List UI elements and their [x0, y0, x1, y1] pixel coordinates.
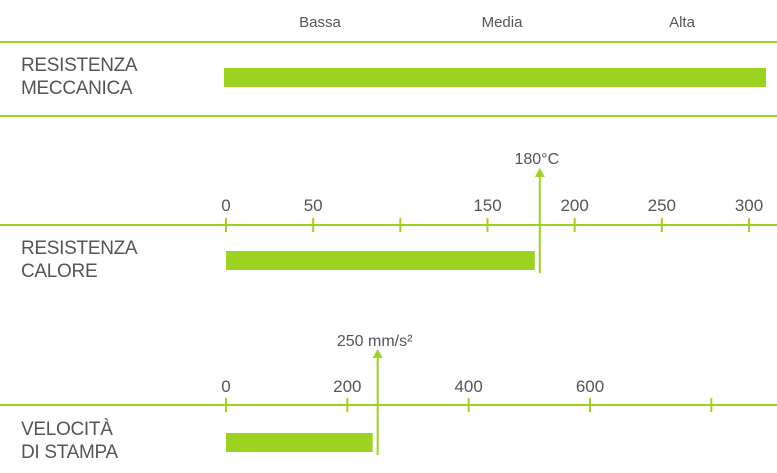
speed-tick-2 — [468, 398, 470, 412]
speed-marker-label: 250 mm/s² — [337, 333, 413, 350]
speed-axis-line — [0, 404, 777, 406]
speed-tick-4 — [710, 398, 712, 412]
speed-value-bar — [226, 433, 373, 452]
speed-tick-label-3: 600 — [576, 377, 604, 396]
speed-marker-arrowhead — [373, 349, 383, 358]
speed-tick-1 — [346, 398, 348, 412]
speed-tick-3 — [589, 398, 591, 412]
speed-tick-0 — [225, 398, 227, 412]
speed-tick-label-0: 0 — [221, 377, 230, 396]
speed-tick-label-2: 400 — [454, 377, 482, 396]
speed-tick-label-1: 200 — [333, 377, 361, 396]
